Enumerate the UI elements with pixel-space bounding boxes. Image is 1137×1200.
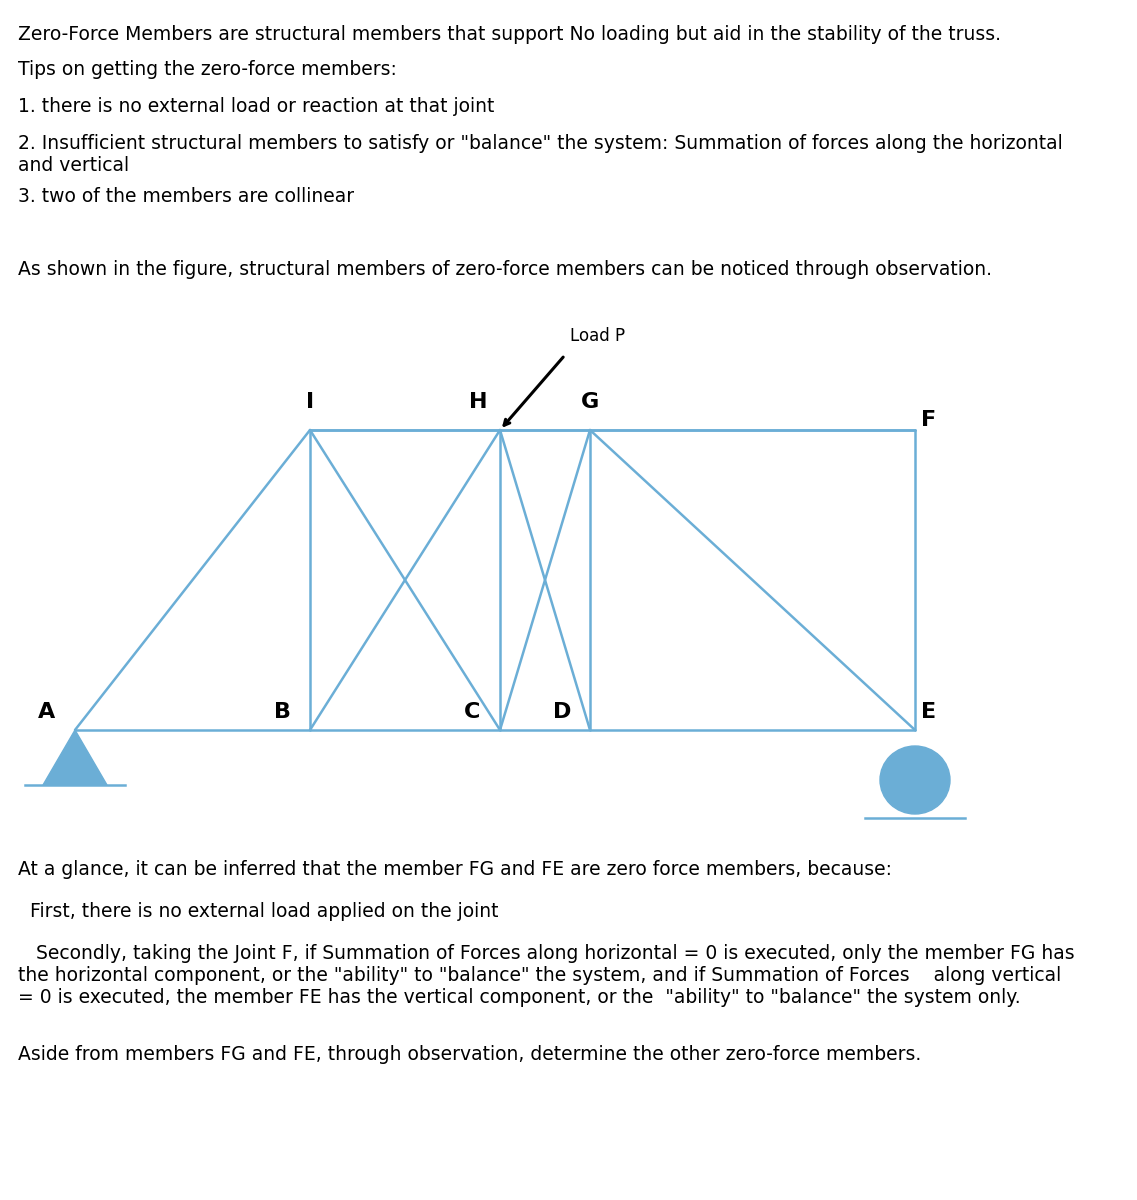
Text: 2. Insufficient structural members to satisfy or "balance" the system: Summation: 2. Insufficient structural members to sa… — [18, 134, 1063, 175]
Text: A: A — [39, 702, 56, 722]
Text: First, there is no external load applied on the joint: First, there is no external load applied… — [18, 902, 498, 922]
Text: C: C — [464, 702, 480, 722]
Text: 1. there is no external load or reaction at that joint: 1. there is no external load or reaction… — [18, 97, 495, 116]
Text: Aside from members FG and FE, through observation, determine the other zero-forc: Aside from members FG and FE, through ob… — [18, 1045, 921, 1064]
Text: Secondly, taking the Joint F, if Summation of Forces along horizontal = 0 is exe: Secondly, taking the Joint F, if Summati… — [18, 944, 1074, 1007]
Text: F: F — [921, 410, 937, 430]
Text: D: D — [553, 702, 571, 722]
Text: 3. two of the members are collinear: 3. two of the members are collinear — [18, 187, 354, 206]
Text: E: E — [921, 702, 937, 722]
Text: I: I — [306, 392, 314, 412]
Ellipse shape — [880, 746, 951, 814]
Text: At a glance, it can be inferred that the member FG and FE are zero force members: At a glance, it can be inferred that the… — [18, 860, 893, 878]
Polygon shape — [43, 730, 107, 785]
Text: Zero-Force Members are structural members that support No loading but aid in the: Zero-Force Members are structural member… — [18, 25, 1001, 44]
Text: B: B — [274, 702, 290, 722]
Text: Load P: Load P — [570, 326, 625, 346]
Text: Tips on getting the zero-force members:: Tips on getting the zero-force members: — [18, 60, 397, 79]
Text: As shown in the figure, structural members of zero-force members can be noticed : As shown in the figure, structural membe… — [18, 260, 991, 278]
Text: G: G — [581, 392, 599, 412]
Text: H: H — [468, 392, 488, 412]
